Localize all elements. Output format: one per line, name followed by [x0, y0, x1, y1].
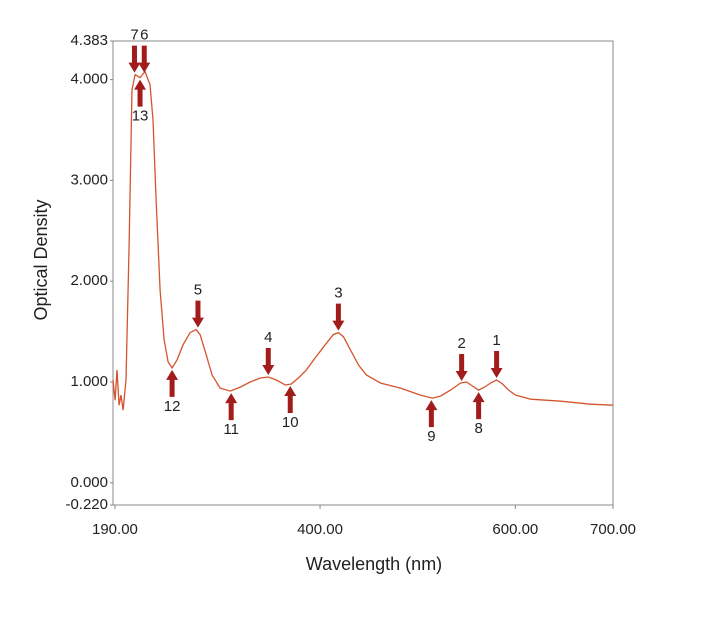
spectrum-line: [112, 70, 614, 411]
x-tick-label: 700.00: [590, 521, 636, 538]
arrow: [472, 392, 485, 420]
arrow: [425, 400, 438, 428]
annotation-label: 1: [492, 332, 500, 349]
annotation-label: 6: [140, 27, 148, 44]
annotation-label: 9: [427, 428, 435, 445]
arrow: [332, 303, 345, 331]
plot-frame: [112, 40, 614, 506]
y-tick-label: 4.383: [70, 32, 108, 49]
y-tick-label: 3.000: [70, 171, 108, 188]
y-tick-label: 2.000: [70, 272, 108, 289]
annotation-label: 13: [132, 108, 149, 125]
y-tick-label: 4.000: [70, 71, 108, 88]
x-tick-label: 190.00: [92, 521, 138, 538]
y-tick-label: 0.000: [70, 474, 108, 491]
arrow: [191, 300, 204, 328]
annotation-label: 3: [334, 285, 342, 302]
arrow: [166, 369, 179, 397]
arrow: [284, 386, 297, 414]
arrow: [262, 347, 275, 375]
y-axis-title: Optical Density: [31, 199, 51, 320]
annotation-label: 12: [164, 398, 181, 415]
annotation-label: 4: [264, 329, 272, 346]
y-tick-label: 1.000: [70, 373, 108, 390]
annotation-label: 11: [223, 421, 239, 438]
arrow: [138, 45, 151, 73]
x-axis-title: Wavelength (nm): [306, 554, 442, 574]
arrow: [225, 393, 238, 421]
arrow: [490, 351, 503, 379]
arrow: [128, 45, 141, 73]
annotation-label: 5: [194, 282, 202, 299]
y-tick-label: -0.220: [65, 496, 108, 513]
annotation-label: 8: [474, 420, 482, 437]
x-tick-label: 600.00: [492, 521, 538, 538]
annotation-label: 2: [457, 335, 465, 352]
annotation-label: 10: [282, 414, 299, 431]
arrow: [455, 354, 468, 382]
x-tick-label: 400.00: [297, 521, 343, 538]
annotation-label: 7: [130, 27, 138, 44]
arrow: [134, 79, 147, 107]
